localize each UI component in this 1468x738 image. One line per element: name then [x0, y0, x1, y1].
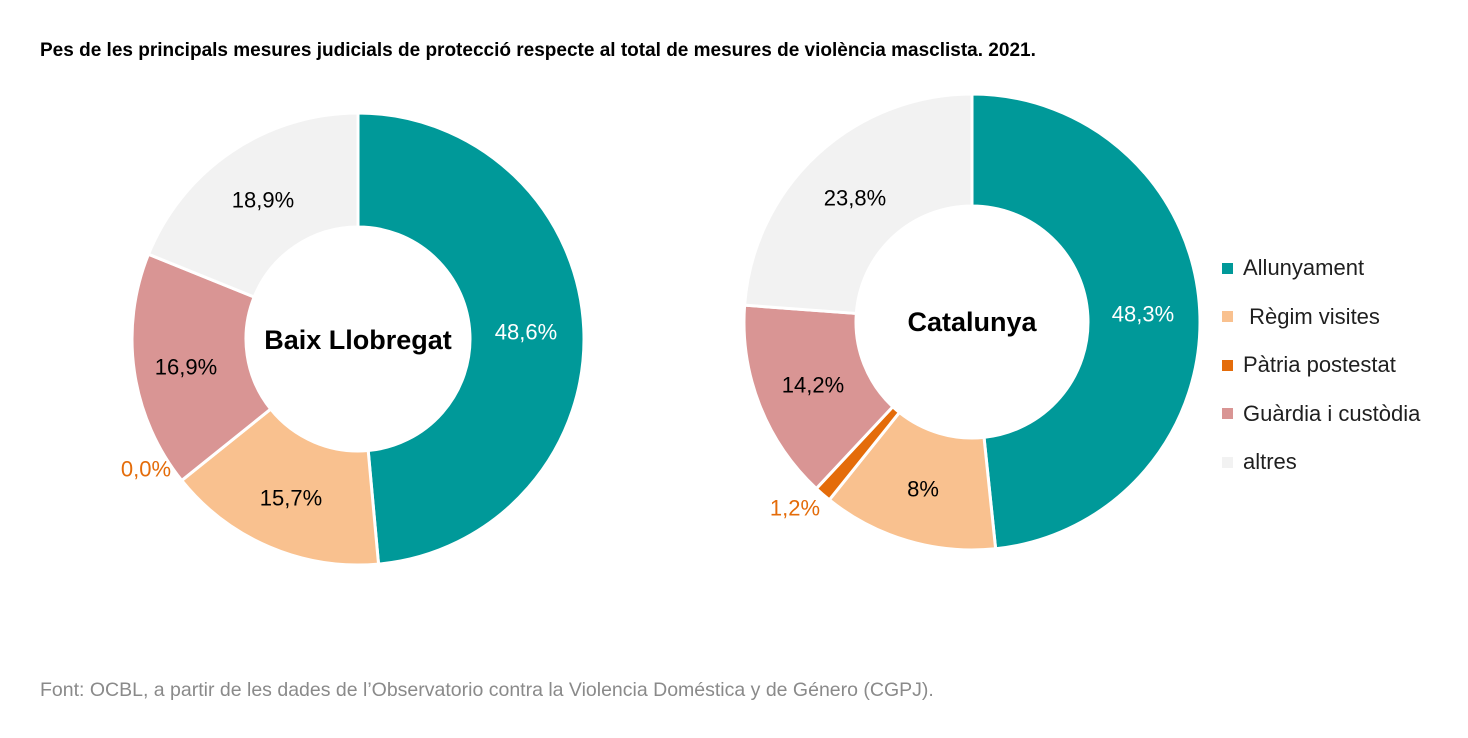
legend-swatch	[1222, 359, 1233, 371]
legend-label: Règim visites	[1243, 303, 1380, 329]
source-note: Font: OCBL, a partir de les dades de l’O…	[40, 679, 934, 701]
slice-guardia-i-custodia	[742, 303, 895, 491]
legend-swatch	[1222, 262, 1233, 274]
legend-item-altres: altres	[1222, 438, 1420, 487]
legend-label: Guàrdia i custòdia	[1243, 400, 1421, 426]
data-label-allunyament: 48,6%	[495, 320, 557, 345]
legend-label: Allunyament	[1243, 255, 1365, 281]
donut-catalunya: 48,3% 8% 1,2% 14,2% 23,8% Catalunya	[742, 92, 1202, 552]
legend-item-regim-visites: Règim visites	[1222, 293, 1420, 342]
donut-baix-llobregat: 48,6% 15,7% 0,0% 16,9% 18,9% Baix Llobregat	[121, 111, 586, 567]
data-label-regim-visites: 15,7%	[260, 486, 322, 511]
data-label-guardia-i-custodia: 16,9%	[155, 355, 217, 380]
legend-item-allunyament: Allunyament	[1222, 244, 1420, 293]
chart-title: Pes de les principals mesures judicials …	[40, 40, 1036, 61]
legend-swatch	[1222, 311, 1233, 323]
data-label-allunyament: 48,3%	[1112, 302, 1174, 327]
slice-allunyament	[970, 92, 1202, 551]
slice-guardia-i-custodia	[130, 252, 273, 483]
data-label-patria-postestat: 0,0%	[121, 457, 171, 482]
legend: Allunyament Règim visites Pàtria postesta…	[1222, 244, 1420, 487]
data-label-guardia-i-custodia: 14,2%	[782, 373, 844, 398]
slice-altres	[146, 111, 360, 299]
legend-item-guardia-i-custodia: Guàrdia i custòdia	[1222, 390, 1420, 439]
legend-swatch	[1222, 456, 1233, 468]
center-label: Catalunya	[907, 307, 1037, 337]
legend-item-patria-postestat: Pàtria postestat	[1222, 341, 1420, 390]
data-label-altres: 23,8%	[824, 186, 886, 211]
donut-charts: 48,6% 15,7% 0,0% 16,9% 18,9% Baix Llobregat 4…	[121, 92, 1202, 567]
slice-regim-visites	[179, 406, 381, 567]
legend-label: altres	[1243, 449, 1297, 475]
slice-allunyament	[356, 111, 586, 566]
data-label-patria-postestat: 1,2%	[770, 496, 820, 521]
slice-altres	[743, 92, 974, 316]
data-label-altres: 18,9%	[232, 188, 294, 213]
legend-swatch	[1222, 408, 1233, 420]
data-label-regim-visites: 8%	[907, 477, 939, 502]
center-label: Baix Llobregat	[264, 325, 452, 355]
legend-label: Pàtria postestat	[1243, 352, 1396, 378]
